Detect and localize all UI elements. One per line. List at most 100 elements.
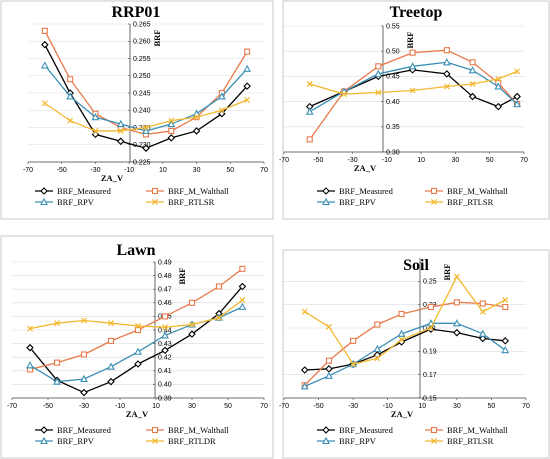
chart-title: Lawn bbox=[116, 242, 155, 259]
y-axis-label: BRF bbox=[405, 32, 415, 49]
data-point bbox=[325, 371, 333, 379]
data-point bbox=[116, 137, 125, 146]
x-tick-label: 70 bbox=[520, 157, 528, 164]
legend-swatch-marker bbox=[430, 187, 438, 195]
y-tick-label: 0.19 bbox=[423, 349, 437, 356]
data-point bbox=[107, 320, 115, 327]
x-tick-label: -70 bbox=[7, 403, 17, 410]
legend-label: BRF_M_Walthall bbox=[168, 186, 229, 196]
legend-label: BRF_Measured bbox=[57, 425, 112, 435]
legend-swatch-marker bbox=[40, 436, 48, 445]
data-point bbox=[375, 89, 382, 96]
data-point bbox=[453, 328, 461, 337]
data-point bbox=[350, 361, 357, 368]
series-BRF_M_Walthall bbox=[26, 265, 246, 373]
data-point bbox=[134, 360, 142, 368]
data-point bbox=[408, 62, 417, 70]
chart-panel-2: 0.30 0.35 0.40 0.45 0.50 0.55 -70 -50 -30 -10 10 30… bbox=[279, 0, 550, 220]
data-point bbox=[501, 346, 510, 354]
legend-item: BRF_Measured bbox=[317, 425, 394, 435]
legend-swatch-marker bbox=[322, 197, 330, 206]
data-point bbox=[53, 377, 61, 385]
legend-label: BRF_M_Walthall bbox=[447, 186, 508, 196]
x-tick-label: -10 bbox=[124, 167, 134, 174]
y-tick-label: 0.250 bbox=[133, 73, 151, 80]
data-point bbox=[427, 303, 434, 311]
panel-frame bbox=[0, 0, 274, 220]
y-tick-label: 0.43 bbox=[158, 341, 172, 348]
x-axis-label: ZA_V bbox=[126, 409, 149, 419]
x-tick-label: 70 bbox=[260, 167, 268, 174]
x-tick-label: 70 bbox=[522, 403, 530, 410]
data-point bbox=[26, 343, 34, 352]
data-point bbox=[325, 365, 333, 373]
legend-label: BRF_RPV bbox=[57, 197, 95, 207]
legend-label: BRF_RTLDR bbox=[168, 436, 216, 446]
y-tick-label: 0.42 bbox=[158, 355, 172, 362]
x-tick-label: -10 bbox=[115, 403, 125, 410]
data-point bbox=[80, 317, 88, 324]
data-point bbox=[305, 107, 314, 115]
data-point bbox=[142, 144, 150, 152]
x-tick-label: -70 bbox=[279, 157, 289, 164]
legend-swatch-marker bbox=[40, 426, 48, 434]
data-point bbox=[134, 326, 142, 334]
chart-panel-1: 0.2250.2300.2350.2400.2450.2500.2550.260… bbox=[0, 0, 274, 220]
chart-title: Treetop bbox=[390, 4, 443, 21]
x-tick-label: 50 bbox=[488, 403, 496, 410]
legend-swatch-marker bbox=[430, 198, 438, 206]
data-point bbox=[442, 58, 451, 66]
data-point bbox=[374, 321, 381, 328]
x-tick-label: -10 bbox=[383, 403, 393, 410]
data-point bbox=[398, 310, 405, 318]
data-point bbox=[239, 297, 246, 304]
legend-swatch-marker bbox=[322, 426, 330, 434]
data-point bbox=[142, 126, 150, 134]
y-tick-label: 0.230 bbox=[133, 142, 151, 149]
chart-title: Soil bbox=[403, 257, 429, 274]
data-point bbox=[161, 331, 169, 339]
data-point bbox=[453, 299, 460, 306]
x-tick-label: -50 bbox=[314, 403, 324, 410]
legend-label: BRF_RTLSR bbox=[447, 197, 494, 207]
legend-item: BRF_RTLDR bbox=[146, 436, 216, 446]
x-tick-label: -50 bbox=[57, 167, 67, 174]
legend-item: BRF_RTLSR bbox=[425, 197, 494, 207]
series-line bbox=[44, 30, 248, 136]
data-point bbox=[244, 96, 251, 103]
data-point bbox=[80, 374, 88, 383]
y-tick-label: 0.40 bbox=[158, 382, 172, 389]
x-tick-label: -70 bbox=[279, 403, 289, 410]
chart-panel-3: 0.390.400.410.420.430.440.450.460.470.48… bbox=[0, 235, 274, 459]
series-BRF_Measured bbox=[305, 66, 521, 111]
data-point bbox=[142, 124, 150, 131]
y-tick-label: 0.17 bbox=[423, 372, 437, 379]
x-axis-label: ZA_V bbox=[391, 409, 414, 419]
y-tick-label: 0.255 bbox=[133, 56, 151, 63]
data-point bbox=[168, 127, 175, 134]
series-line bbox=[309, 69, 518, 108]
data-point bbox=[300, 382, 309, 390]
y-tick-label: 0.30 bbox=[386, 149, 400, 156]
legend-item: BRF_RPV bbox=[35, 436, 95, 446]
data-point bbox=[167, 134, 176, 142]
data-point bbox=[478, 329, 487, 337]
legend-item: BRF_Measured bbox=[35, 425, 112, 435]
y-tick-label: 0.47 bbox=[158, 287, 172, 294]
data-point bbox=[66, 92, 75, 100]
legend-swatch-marker bbox=[40, 187, 48, 195]
data-point bbox=[243, 64, 252, 72]
data-point bbox=[494, 82, 503, 90]
legend-label: BRF_RPV bbox=[57, 436, 95, 446]
legend-swatch-marker bbox=[151, 187, 159, 195]
series-BRF_M_Walthall bbox=[301, 299, 509, 389]
data-point bbox=[192, 127, 201, 135]
data-point bbox=[443, 83, 450, 90]
data-point bbox=[514, 68, 521, 75]
chart-title: RRP01 bbox=[112, 4, 161, 21]
y-tick-label: 0.245 bbox=[133, 90, 151, 97]
data-point bbox=[244, 48, 251, 55]
y-tick-label: 0.55 bbox=[386, 23, 400, 30]
data-point bbox=[453, 273, 460, 280]
